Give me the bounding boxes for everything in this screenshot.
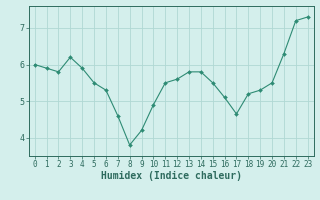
X-axis label: Humidex (Indice chaleur): Humidex (Indice chaleur) bbox=[101, 171, 242, 181]
